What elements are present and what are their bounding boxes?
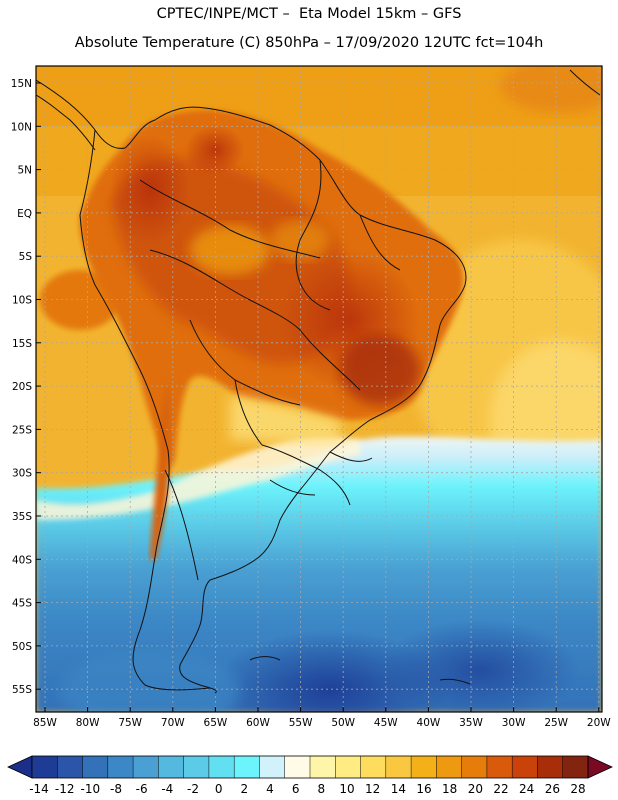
lat-tick-label: 5N — [17, 165, 32, 177]
colorbar-swatch — [486, 756, 513, 778]
colorbar-label: -4 — [161, 782, 173, 796]
colorbar-swatch — [183, 756, 210, 778]
lon-tick-label: 55W — [289, 717, 313, 729]
colorbar-label: -10 — [81, 782, 101, 796]
lon-tick-label: 70W — [161, 717, 185, 729]
lat-tick-label: 45S — [12, 598, 32, 610]
plot-frame — [35, 65, 603, 713]
lat-tick-label: 5S — [19, 251, 33, 263]
colorbar-label: 12 — [365, 782, 380, 796]
latitude-axis: 15N 10N 5N EQ 5S 10S 15S 20S 25S 30S 35S 40S 45S 50S 5… — [11, 78, 41, 696]
colorbar-over-arrow — [587, 755, 613, 779]
colorbar-label: 18 — [442, 782, 457, 796]
colorbar-label: 0 — [215, 782, 223, 796]
lat-tick-label: 25S — [12, 424, 32, 436]
colorbar-swatch — [512, 756, 538, 778]
colorbar-label: 22 — [493, 782, 508, 796]
colorbar-swatch — [562, 756, 589, 778]
lon-tick-label: 50W — [331, 717, 355, 729]
lon-tick-label: 45W — [374, 717, 398, 729]
colorbar-swatch — [82, 756, 109, 778]
colorbar-label: 26 — [545, 782, 560, 796]
colorbar-label: 24 — [519, 782, 534, 796]
lat-tick-label: EQ — [17, 208, 32, 220]
lon-tick-label: 85W — [33, 717, 57, 729]
colorbar-swatch — [537, 756, 564, 778]
lat-tick-label: 15N — [11, 78, 32, 90]
lat-tick-label: 30S — [12, 468, 32, 480]
colorbar-swatch — [57, 756, 83, 778]
colorbar-label: 10 — [339, 782, 354, 796]
colorbar-label: 8 — [318, 782, 326, 796]
lat-tick-label: 35S — [12, 511, 32, 523]
colorbar-swatch — [436, 756, 462, 778]
lon-tick-label: 60W — [246, 717, 270, 729]
lon-tick-label: 75W — [118, 717, 142, 729]
lon-tick-label: 20W — [587, 717, 611, 729]
longitude-axis: 85W 80W 75W 70W 65W 60W 55W 50W 45W 40W 35W 30W 25W 2… — [33, 707, 611, 729]
colorbar-under-arrow — [7, 755, 33, 779]
colorbar-swatch — [335, 756, 361, 778]
colorbar-label: 2 — [241, 782, 249, 796]
colorbar-label: 6 — [292, 782, 300, 796]
colorbar-swatch — [411, 756, 437, 778]
colorbar-swatch — [461, 756, 488, 778]
colorbar-label: -2 — [187, 782, 199, 796]
coastlines — [36, 69, 601, 694]
colorbar-swatch — [32, 756, 58, 778]
colorbar-label: -14 — [29, 782, 49, 796]
colorbar-label: 28 — [570, 782, 585, 796]
lon-tick-label: 40W — [417, 717, 441, 729]
colorbar: -14 -12 -10 -8 -6 -4 -2 0 2 4 6 8 10 12 14 16 18 20 22 24 26… — [7, 755, 613, 796]
colorbar-swatch — [133, 756, 159, 778]
lat-tick-label: 40S — [12, 554, 32, 566]
colorbar-swatch — [310, 756, 336, 778]
colorbar-swatch — [107, 756, 134, 778]
graticule — [36, 66, 602, 712]
colorbar-swatch — [259, 756, 286, 778]
colorbar-swatch — [208, 756, 235, 778]
colorbar-label: -8 — [110, 782, 122, 796]
lon-tick-label: 35W — [459, 717, 483, 729]
lon-tick-label: 80W — [76, 717, 100, 729]
lon-tick-label: 25W — [544, 717, 568, 729]
colorbar-label: -6 — [136, 782, 148, 796]
colorbar-swatch — [158, 756, 184, 778]
colorbar-swatch — [234, 756, 260, 778]
lat-tick-label: 10N — [11, 121, 32, 133]
colorbar-swatch — [385, 756, 412, 778]
lon-tick-label: 30W — [502, 717, 526, 729]
colorbar-label: 14 — [391, 782, 406, 796]
lat-tick-label: 15S — [12, 338, 32, 350]
colorbar-label: 16 — [416, 782, 431, 796]
colorbar-label: 20 — [468, 782, 483, 796]
colorbar-swatch — [284, 756, 311, 778]
lat-tick-label: 50S — [12, 641, 32, 653]
colorbar-label: -12 — [55, 782, 75, 796]
lon-tick-label: 65W — [204, 717, 228, 729]
lat-tick-label: 20S — [12, 381, 32, 393]
lat-tick-label: 10S — [12, 295, 32, 307]
map-subtitle: Absolute Temperature (C) 850hPa – 17/09/… — [74, 35, 544, 51]
colorbar-label: 4 — [266, 782, 274, 796]
colorbar-swatch — [360, 756, 387, 778]
map-title: CPTEC/INPE/MCT – Eta Model 15km – GFS — [156, 6, 462, 22]
lat-tick-label: 55S — [12, 684, 32, 696]
